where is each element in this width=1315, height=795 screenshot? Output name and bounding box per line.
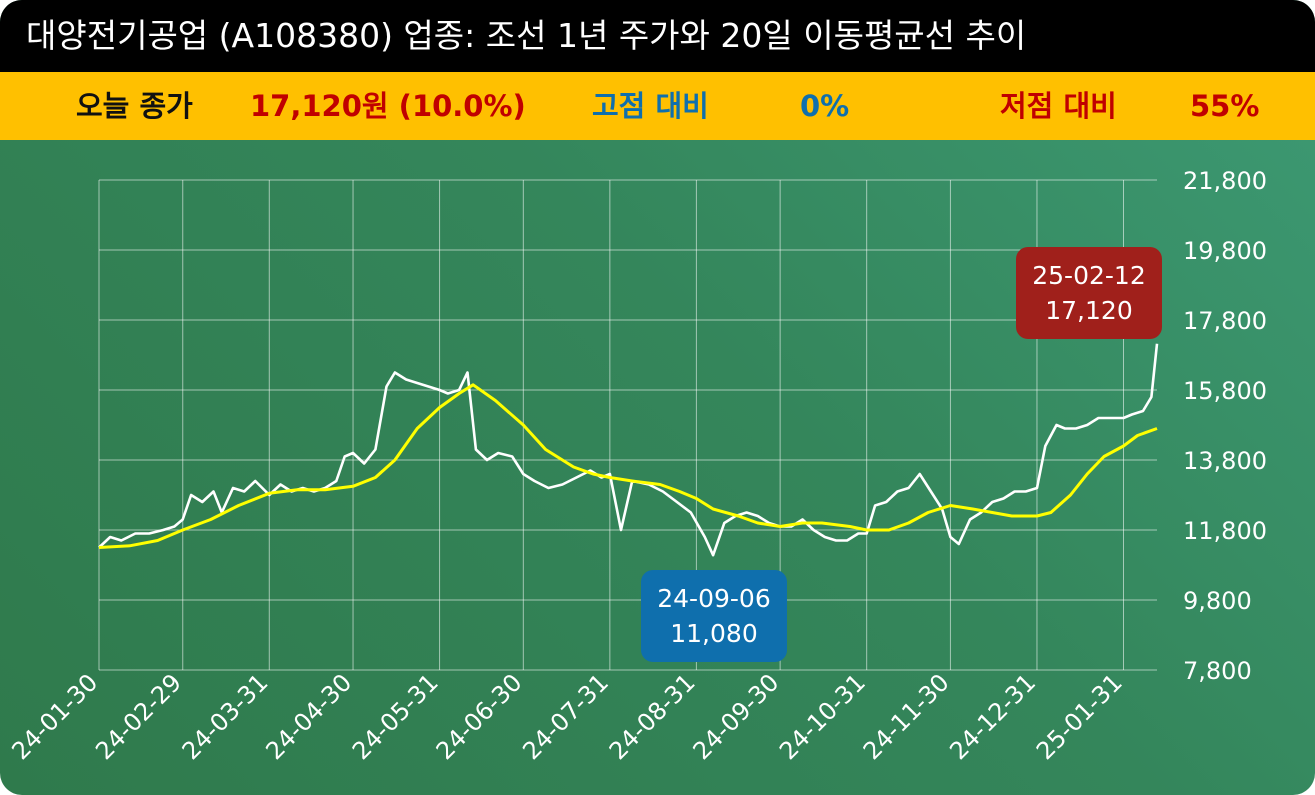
x-tick-label: 24-10-31 (774, 668, 871, 765)
y-tick-label: 17,800 (1183, 307, 1267, 335)
x-tick-label: 24-06-30 (431, 668, 528, 765)
low-value: 55% (1190, 89, 1260, 123)
x-axis-ticks: 24-01-3024-02-2924-03-3124-04-3024-05-31… (6, 668, 1127, 765)
callout-box (1016, 247, 1162, 339)
x-tick-label: 24-07-31 (517, 668, 614, 765)
callout-value: 17,120 (1045, 296, 1132, 325)
high-label: 고점 대비 (592, 89, 709, 123)
moving-average-line (98, 383, 1158, 549)
x-tick-label: 24-02-29 (90, 668, 187, 765)
callouts: 25-02-12 17,120 24-09-06 11,080 (641, 247, 1162, 662)
x-tick-label: 24-11-30 (858, 668, 955, 765)
callout-date: 25-02-12 (1032, 261, 1145, 290)
callout-box (641, 570, 787, 662)
grid-lines (98, 179, 1157, 671)
chart-title: 대양전기공업 (A108380) 업종: 조선 1년 주가와 20일 이동평균선… (0, 0, 1315, 72)
y-tick-label: 11,800 (1183, 517, 1267, 545)
y-tick-label: 15,800 (1183, 377, 1267, 405)
close-value: 17,120원 (10.0%) (250, 89, 526, 123)
x-tick-label: 24-09-30 (688, 668, 785, 765)
high-value: 0% (800, 89, 850, 123)
y-tick-label: 13,800 (1183, 447, 1267, 475)
stats-bar: 오늘 종가 17,120원 (10.0%) 고점 대비 0% 저점 대비 55% (0, 72, 1315, 140)
y-tick-label: 21,800 (1183, 167, 1267, 195)
x-tick-label: 24-05-31 (347, 668, 444, 765)
y-axis-ticks: 21,800 19,800 17,800 15,800 13,800 11,800 9,80… (1183, 167, 1267, 685)
x-tick-label: 24-03-31 (177, 668, 274, 765)
callout-value: 11,080 (670, 619, 757, 648)
y-tick-label: 7,800 (1183, 657, 1252, 685)
x-tick-label: 24-12-31 (944, 668, 1041, 765)
x-tick-label: 24-01-30 (6, 668, 103, 765)
low-label: 저점 대비 (1000, 89, 1117, 123)
series-lines (98, 343, 1159, 557)
close-label: 오늘 종가 (76, 89, 193, 123)
callout-date: 24-09-06 (657, 584, 770, 613)
stock-line-chart: 21,800 19,800 17,800 15,800 13,800 11,800 9,80… (6, 167, 1267, 765)
x-tick-label: 25-01-31 (1031, 668, 1128, 765)
x-tick-label: 24-04-30 (260, 668, 357, 765)
high-callout: 25-02-12 17,120 (1016, 247, 1162, 339)
price-line (98, 343, 1159, 557)
low-callout: 24-09-06 11,080 (641, 570, 787, 662)
y-tick-label: 19,800 (1183, 237, 1267, 265)
x-tick-label: 24-08-31 (604, 668, 701, 765)
y-tick-label: 9,800 (1183, 587, 1252, 615)
